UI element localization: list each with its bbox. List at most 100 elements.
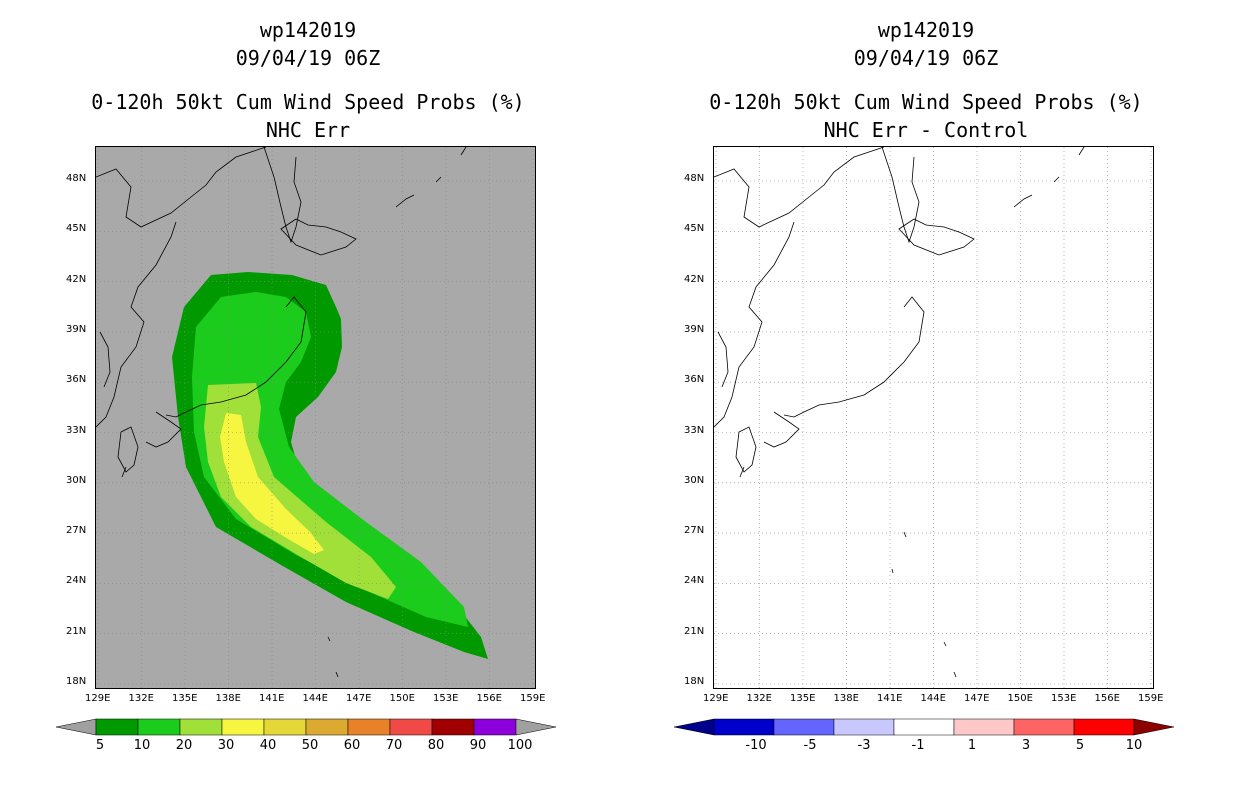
colorbar-swatch (263, 718, 307, 736)
colorbar-label: 90 (469, 738, 487, 753)
colorbar-label: 1 (967, 738, 977, 753)
right-title-storm-id: wp142019 (877, 18, 975, 42)
lat-tick-label: 27N (684, 525, 705, 537)
left-title-storm-id: wp142019 (259, 18, 357, 42)
lon-tick-label: 159E (520, 693, 546, 704)
lon-tick-label: 156E (1094, 693, 1120, 704)
colorbar-label: 5 (1075, 738, 1085, 753)
colorbar-swatch (833, 718, 895, 736)
colorbar-swatch (473, 718, 517, 736)
lat-tick-label: 39N (684, 323, 705, 335)
lon-tick-label: 153E (433, 693, 459, 704)
lat-tick-label: 45N (66, 223, 87, 235)
colorbar-label: 10 (133, 738, 151, 753)
colorbar-swatch (1013, 718, 1075, 736)
lat-tick-label: 30N (684, 474, 705, 486)
left-map-panel (95, 146, 536, 689)
colorbar-high-arrow (1133, 718, 1174, 736)
lon-tick-label: 156E (476, 693, 502, 704)
right-map-svg (714, 147, 1153, 688)
lon-tick-label: 150E (389, 693, 415, 704)
lat-tick-label: 30N (66, 474, 87, 486)
lat-tick-label: 36N (684, 374, 705, 386)
prob-band-20 (204, 383, 396, 599)
left-gridlines (96, 147, 535, 688)
colorbar-label: 20 (175, 738, 193, 753)
lon-tick-label: 150E (1007, 693, 1033, 704)
left-colorbar (56, 718, 556, 736)
lat-tick-label: 21N (684, 625, 705, 637)
colorbar-swatch (1073, 718, 1135, 736)
colorbar-label: 50 (301, 738, 319, 753)
colorbar-swatch (713, 718, 775, 736)
lat-tick-label: 27N (66, 525, 87, 537)
colorbar-swatch (221, 718, 265, 736)
colorbar-swatch (347, 718, 391, 736)
colorbar-low-arrow (56, 718, 97, 736)
lat-tick-label: 39N (66, 323, 87, 335)
colorbar-label: 70 (385, 738, 403, 753)
left-title-datetime: 09/04/19 06Z (235, 46, 381, 70)
colorbar-swatch (431, 718, 475, 736)
lat-tick-label: 36N (66, 374, 87, 386)
lon-tick-label: 153E (1051, 693, 1077, 704)
colorbar-label: 30 (217, 738, 235, 753)
lon-tick-label: 138E (215, 693, 241, 704)
colorbar-swatch (137, 718, 181, 736)
lon-tick-label: 132E (128, 693, 154, 704)
colorbar-label: -5 (803, 738, 817, 753)
left-coastlines (96, 147, 467, 678)
lon-tick-label: 129E (703, 693, 729, 704)
prob-band-30 (220, 413, 324, 554)
lat-tick-label: 24N (684, 575, 705, 587)
lat-tick-label: 42N (684, 273, 705, 285)
colorbar-label: 10 (1125, 738, 1143, 753)
lat-tick-label: 42N (66, 273, 87, 285)
right-title-subtitle: NHC Err - Control (823, 118, 1029, 142)
colorbar-low-arrow (674, 718, 715, 736)
lon-tick-label: 135E (790, 693, 816, 704)
colorbar-swatch (95, 718, 139, 736)
left-title-product: 0-120h 50kt Cum Wind Speed Probs (%) (91, 90, 525, 114)
lon-tick-label: 141E (877, 693, 903, 704)
lat-tick-label: 33N (684, 424, 705, 436)
lon-tick-label: 132E (746, 693, 772, 704)
lat-tick-label: 48N (684, 173, 705, 184)
left-title-subtitle: NHC Err (265, 118, 351, 142)
colorbar-label: 80 (427, 738, 445, 753)
left-map-background (96, 147, 535, 688)
colorbar-swatch (773, 718, 835, 736)
colorbar-swatch (305, 718, 349, 736)
colorbar-swatch (389, 718, 433, 736)
lon-tick-label: 147E (346, 693, 372, 704)
colorbar-label: -10 (745, 738, 767, 753)
right-colorbar (674, 718, 1174, 736)
lon-tick-label: 144E (920, 693, 946, 704)
colorbar-high-arrow (515, 718, 556, 736)
lon-tick-label: 147E (964, 693, 990, 704)
lat-tick-label: 18N (684, 676, 705, 687)
colorbar-label: 3 (1021, 738, 1031, 753)
colorbar-swatch (953, 718, 1015, 736)
lat-tick-label: 24N (66, 575, 87, 587)
colorbar-label: -3 (857, 738, 871, 753)
colorbar-swatch (179, 718, 223, 736)
right-coastlines (714, 147, 1085, 678)
right-gridlines (714, 147, 1153, 688)
colorbar-swatch (893, 718, 955, 736)
lat-tick-label: 48N (66, 173, 87, 184)
prob-band-10 (192, 292, 468, 627)
lon-tick-label: 141E (259, 693, 285, 704)
right-title-product: 0-120h 50kt Cum Wind Speed Probs (%) (709, 90, 1143, 114)
colorbar-label: 60 (343, 738, 361, 753)
right-map-panel (713, 146, 1154, 689)
colorbar-label: -1 (911, 738, 925, 753)
lon-tick-label: 144E (302, 693, 328, 704)
left-map-svg (96, 147, 535, 688)
lon-tick-label: 129E (85, 693, 111, 704)
right-title-datetime: 09/04/19 06Z (853, 46, 999, 70)
lat-tick-label: 45N (684, 223, 705, 235)
lon-tick-label: 159E (1138, 693, 1164, 704)
lon-tick-label: 138E (833, 693, 859, 704)
lon-tick-label: 135E (172, 693, 198, 704)
